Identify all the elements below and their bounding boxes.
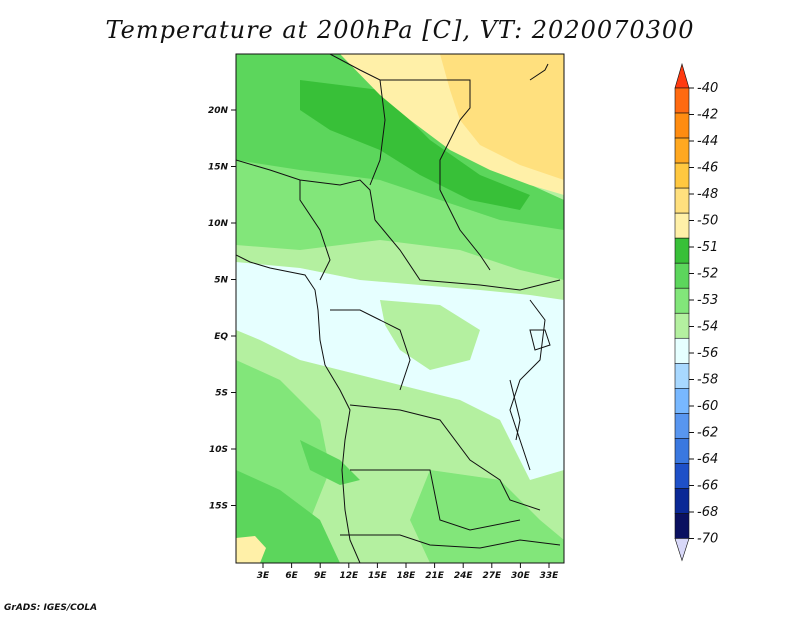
colorbar-swatch (674, 187, 690, 214)
latitude-axis: 20N 15N 10N 5N EQ 5S 10S 15S (208, 106, 236, 512)
lon-label: 6E (285, 571, 298, 581)
colorbar-swatch (674, 237, 690, 264)
colorbar-label: -66 (697, 479, 718, 494)
colorbar-label: -48 (697, 187, 718, 202)
colorbar-label: -53 (697, 293, 718, 308)
field-green-southwest (236, 470, 340, 563)
lat-label: 20N (208, 106, 229, 116)
colorbar-swatch (674, 312, 690, 339)
coast-northeast (529, 63, 549, 81)
lon-label: 21E (425, 571, 445, 581)
coastline-west (236, 254, 361, 563)
colorbar-swatch (674, 137, 690, 164)
field-yellow (440, 54, 564, 180)
colorbar-swatch (674, 262, 690, 289)
longitude-axis: 3E 6E 9E 12E 15E 18E 21E 24E 27E 30E 33E (257, 563, 559, 581)
colorbar-swatch (674, 488, 690, 514)
lon-label: 27E (482, 571, 502, 581)
lat-label: EQ (214, 332, 228, 342)
colorbar-label: -62 (697, 426, 718, 441)
colorbar-label: -46 (697, 161, 718, 176)
chart-title: Temperature at 200hPa [C], VT: 202007030… (105, 16, 695, 44)
country-borders (236, 54, 561, 563)
colorbar-swatch (674, 363, 690, 389)
lon-label: 18E (397, 571, 417, 581)
colorbar-label: -58 (697, 373, 718, 388)
lon-label: 9E (314, 571, 327, 581)
lon-label: 33E (540, 571, 560, 581)
lat-label: 5S (215, 389, 228, 399)
lon-label: 12E (339, 571, 359, 581)
colorbar-label: -42 (697, 108, 718, 123)
border-nigeria-cameroon (299, 180, 331, 281)
field-dark-green-streak (300, 440, 360, 485)
lat-label: 15N (208, 163, 229, 173)
lon-label: 3E (257, 571, 270, 581)
border-car (374, 219, 561, 291)
grads-credit: GrADS: IGES/COLA (4, 603, 98, 613)
colorbar-swatch (674, 513, 690, 539)
border-east (509, 299, 546, 471)
temperature-field (236, 54, 564, 563)
colorbar-label: -44 (697, 134, 718, 149)
colorbar-swatch (674, 287, 690, 314)
map-frame (235, 53, 565, 564)
colorbar-swatch (674, 212, 690, 239)
field-dark-green-north (300, 80, 530, 210)
border-south (340, 534, 561, 549)
colorbar-label: -64 (697, 452, 718, 467)
border-niger-chad (369, 79, 386, 186)
colorbar-label: -52 (697, 267, 718, 282)
colorbar: -40 -42 -44 -46 -48 -50 -51 -52 -53 -54 -56 -58 -60 -… (674, 62, 718, 562)
border-congo (330, 309, 411, 391)
colorbar-swatch (674, 87, 690, 114)
lon-label: 24E (454, 571, 474, 581)
colorbar-swatch (674, 413, 690, 439)
border-north-1 (329, 54, 471, 190)
lat-label: 10N (208, 219, 229, 229)
lake-tanganyika (509, 379, 521, 441)
colorbar-swatch (674, 162, 690, 189)
lat-label: 15S (209, 502, 228, 512)
lat-label: 10S (209, 445, 228, 455)
colorbar-swatch (674, 438, 690, 464)
colorbar-label: -54 (697, 320, 718, 335)
colorbar-label: -68 (697, 505, 718, 520)
colorbar-bottom-arrow (674, 538, 690, 562)
colorbar-swatch (674, 463, 690, 489)
border-angola-zambia (350, 469, 521, 531)
border-north-2 (236, 159, 376, 221)
border-chad-sudan (439, 189, 491, 271)
colorbar-label: -70 (697, 532, 718, 547)
colorbar-label: -51 (697, 240, 718, 255)
colorbar-swatch (674, 388, 690, 414)
colorbar-swatch (674, 337, 690, 364)
lon-label: 30E (511, 571, 531, 581)
field-light-green-patch (380, 300, 480, 370)
field-pale-yellow-corner (236, 536, 266, 563)
border-drc-angola (349, 404, 541, 511)
colorbar-top-arrow (674, 62, 690, 89)
lake-victoria (529, 329, 551, 351)
colorbar-label: -56 (697, 346, 718, 361)
colorbar-label: -50 (697, 214, 718, 229)
colorbar-swatch (674, 112, 690, 139)
field-mid-green-southeast (410, 470, 564, 563)
colorbar-label: -60 (697, 399, 718, 414)
lon-label: 15E (368, 571, 388, 581)
lat-label: 5N (214, 276, 228, 286)
colorbar-label: -40 (697, 81, 718, 96)
